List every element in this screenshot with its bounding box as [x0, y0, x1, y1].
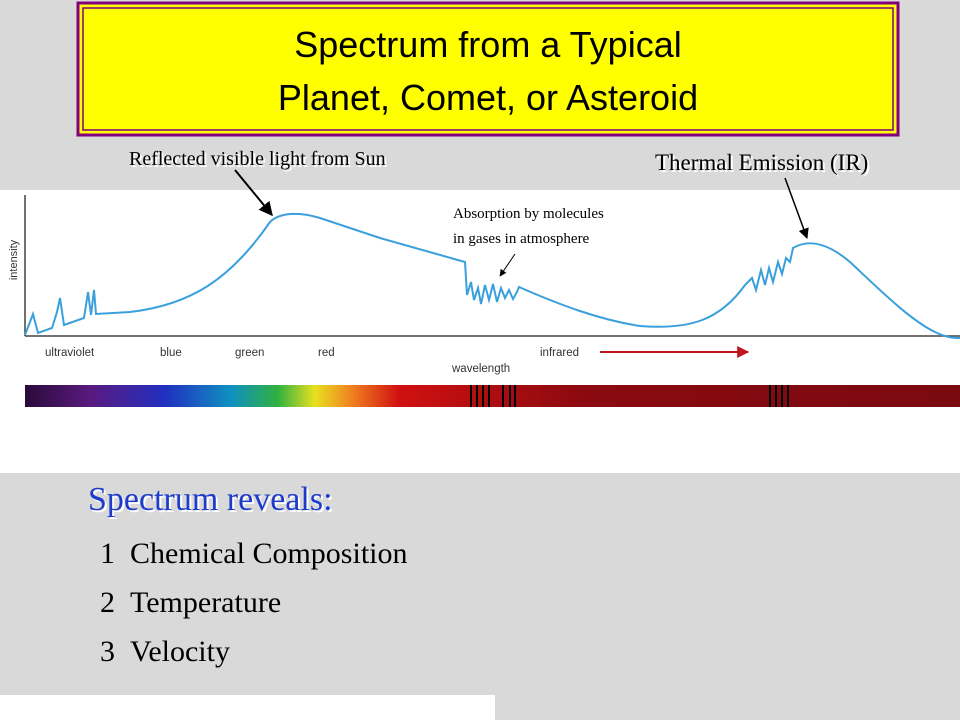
list-item: Temperature [130, 586, 281, 619]
list-item: Chemical Composition [130, 537, 408, 570]
list-number: 2 [100, 586, 115, 619]
annotation: in gases in atmosphere [453, 231, 590, 247]
list-heading-shadow: Spectrum reveals: [90, 483, 335, 520]
annotation-shadow: Thermal Emission (IR) [657, 152, 870, 177]
title-box [76, 1, 900, 137]
band-label: blue [160, 347, 182, 359]
annotation: Reflected visible light from Sun [129, 148, 386, 170]
y-axis-label: intensity [8, 239, 20, 280]
title-box-inner [82, 7, 894, 131]
x-axis-label: wavelength [451, 363, 510, 375]
band-label: infrared [540, 347, 579, 359]
title-line: Spectrum from a Typical [294, 24, 681, 65]
list-item: Velocity [130, 635, 230, 668]
band-label: red [318, 347, 335, 359]
list-heading: Spectrum reveals: [88, 481, 333, 518]
spectrum-curve [24, 212, 960, 339]
annotation-shadow: Reflected visible light from Sun [131, 150, 388, 172]
color-spectrum [25, 385, 960, 407]
list-number: 3 [100, 635, 115, 668]
annotation-arrow [784, 177, 809, 239]
title-line: Planet, Comet, or Asteroid [278, 77, 698, 118]
band-label: green [235, 347, 264, 359]
annotation: Thermal Emission (IR) [655, 150, 868, 175]
footer-strip [0, 695, 495, 720]
annotation-arrow [499, 253, 516, 277]
annotation: Absorption by molecules [453, 206, 604, 222]
band-label: ultraviolet [45, 347, 95, 359]
absorption-lines [470, 385, 789, 407]
list-number: 1 [100, 537, 115, 570]
annotation-arrow [234, 169, 273, 217]
